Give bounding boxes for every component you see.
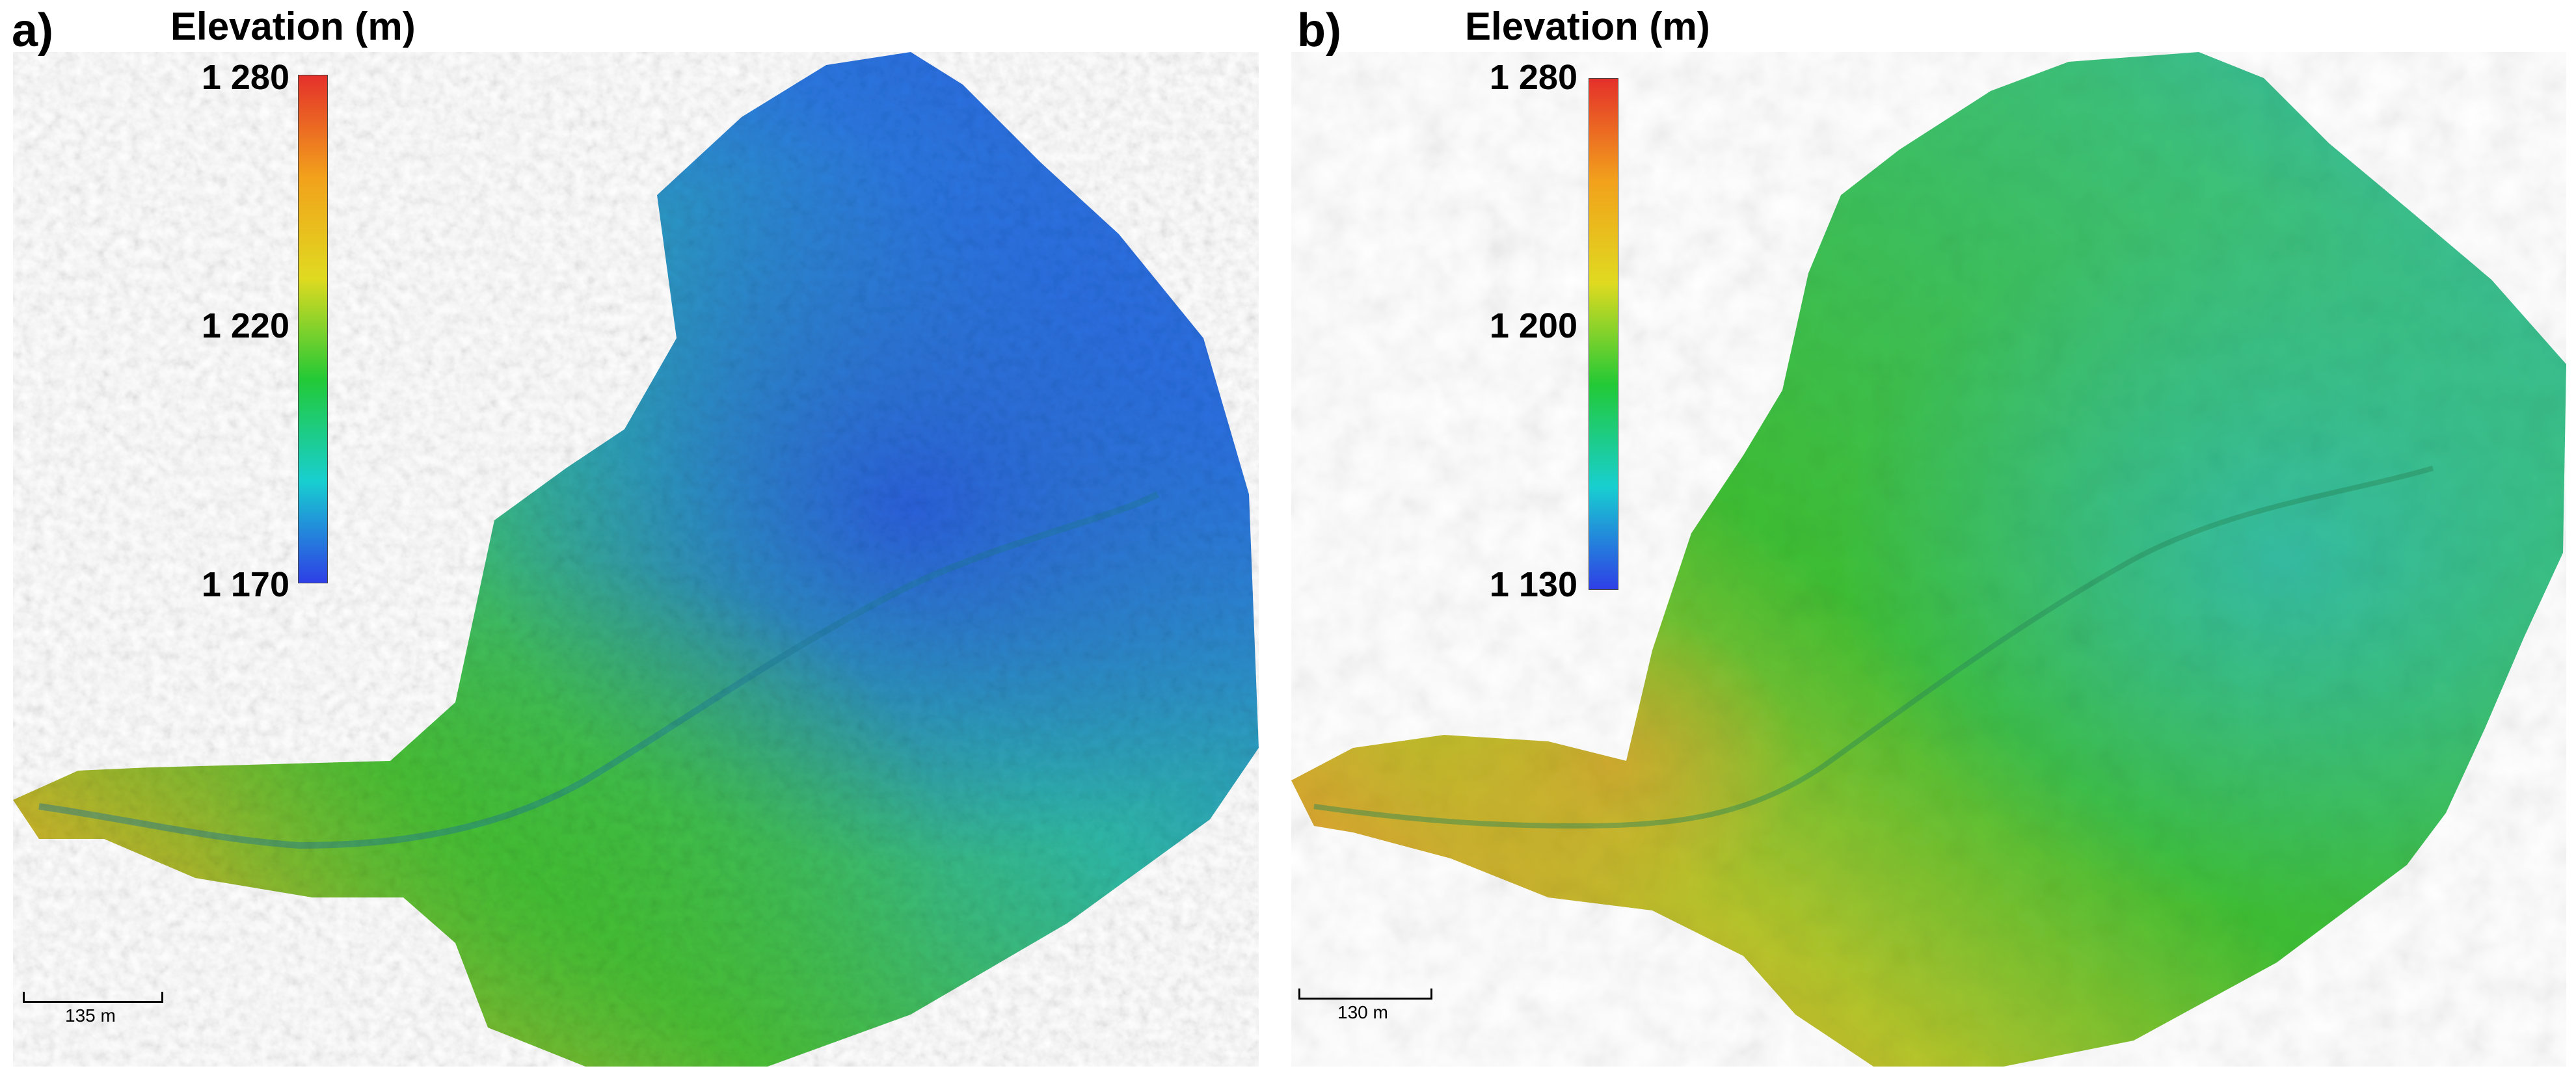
terrain-b (1291, 52, 2566, 1067)
scale-bar-b (1298, 989, 1432, 1000)
panel-label-a: a) (12, 5, 54, 57)
river-a (38, 491, 1160, 849)
terrain-a (13, 52, 1259, 1067)
scale-text-b: 130 m (1337, 1002, 1388, 1022)
elevation-map-a (13, 52, 1259, 1067)
scale-text-a: 135 m (65, 1005, 116, 1026)
scale-bar-a (23, 992, 163, 1003)
river-b (1313, 466, 2434, 829)
legend-tick-min-a: 1 170 (201, 565, 289, 604)
legend-title-b: Elevation (m) (1465, 5, 1710, 48)
legend-tick-max-b: 1 280 (1489, 58, 1577, 97)
panel-b: b) Elevation (m) 1 280 1 200 1 130 130 m (1288, 0, 2576, 1075)
elevation-map-b (1291, 52, 2566, 1067)
legend-tick-mid-b: 1 200 (1489, 306, 1577, 345)
colorbar-a (298, 75, 328, 583)
legend-tick-max-a: 1 280 (201, 58, 289, 97)
legend-title-a: Elevation (m) (170, 5, 416, 48)
panel-label-b: b) (1297, 5, 1341, 57)
legend-tick-mid-a: 1 220 (201, 306, 289, 345)
panel-a: a) Elevation (m) 1 280 1 220 1 170 135 m (0, 0, 1285, 1075)
legend-tick-min-b: 1 130 (1489, 565, 1577, 604)
colorbar-b (1589, 78, 1618, 590)
